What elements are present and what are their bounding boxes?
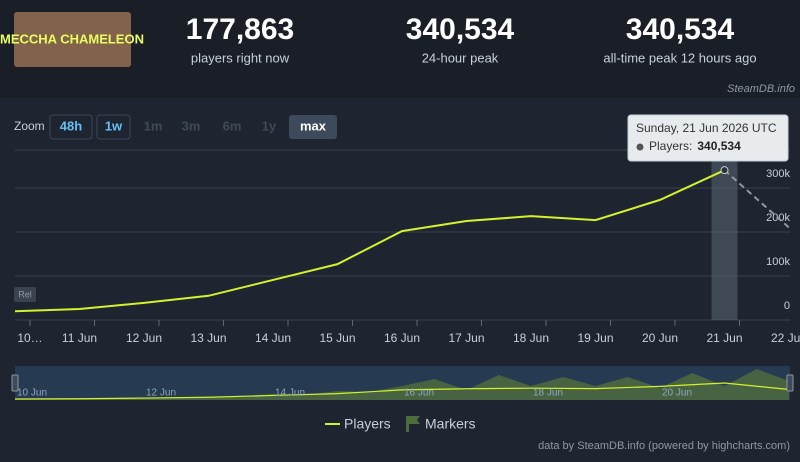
zoom-button[interactable] [49, 114, 93, 140]
navigator-label: 14 Jun [275, 388, 305, 399]
players-line-partial [723, 169, 790, 229]
x-tick-label: 19 Jun [577, 331, 613, 345]
zoom-label: Zoom [14, 119, 45, 133]
stat-value: 177,863 [186, 13, 294, 46]
y-tick-label: 100k [766, 256, 790, 268]
x-tick-label: 22 Jun [771, 331, 800, 345]
markers-area [15, 369, 789, 400]
legend-swatch [406, 416, 420, 432]
stat-value: 340,534 [626, 13, 735, 46]
stat-value: 340,534 [406, 13, 515, 46]
navigator-label: 20 Jun [662, 388, 692, 399]
zoom-button-label[interactable]: 1m [144, 118, 163, 133]
x-tick-label: 16 Jun [384, 331, 420, 345]
x-tick-label: 21 Jun [706, 331, 742, 345]
tooltip-title: Sunday, 21 Jun 2026 UTC [636, 121, 777, 135]
navigator-players-line [14, 382, 790, 400]
stat-label: players right now [191, 50, 290, 65]
x-tick-label: 14 Jun [255, 331, 291, 345]
header-bg [0, 0, 800, 98]
zoom-button-label[interactable]: 3m [182, 118, 201, 133]
x-tick-label: 17 Jun [448, 331, 484, 345]
game-logo [14, 12, 131, 67]
tooltip-value: 340,534 [697, 139, 741, 153]
credits: data by SteamDB.info (powered by highcha… [538, 440, 790, 452]
hover-point [720, 166, 729, 175]
legend-label[interactable]: Markers [425, 416, 476, 432]
navigator-label: 16 Jun [404, 388, 434, 399]
x-tick-label: 18 Jun [513, 331, 549, 345]
tooltip-dot [636, 143, 644, 151]
zoom-button-label[interactable]: 1y [262, 118, 277, 133]
flag-label: Rel [18, 289, 32, 299]
x-tick-label: 13 Jun [190, 331, 226, 345]
navigator-handle[interactable] [11, 374, 19, 392]
y-tick-label: 300k [766, 168, 790, 180]
tooltip-series: Players: [649, 139, 692, 153]
logo-tint [14, 12, 131, 67]
x-tick-label: 11 Jun [62, 331, 97, 345]
zoom-button[interactable] [289, 115, 337, 139]
hover-band [711, 150, 738, 320]
zoom-button[interactable] [96, 114, 131, 140]
source: SteamDB.info [727, 83, 795, 95]
stat-label: 24-hour peak [422, 50, 499, 65]
y-tick-label: 0 [784, 300, 790, 312]
logo-text: MECCHA CHAMELEON [0, 31, 144, 46]
stat-label: all-time peak 12 hours ago [603, 50, 756, 65]
players-line [14, 169, 725, 313]
zoom-button-label[interactable]: 1w [105, 118, 123, 133]
x-tick-label: 15 Jun [319, 331, 355, 345]
flag-box [14, 287, 36, 302]
navigator-label: 12 Jun [146, 388, 176, 399]
navigator-label: 10 Jun [17, 388, 47, 399]
x-tick-label: 20 Jun [642, 331, 678, 345]
navigator-handle[interactable] [786, 374, 794, 392]
navigator-label: 18 Jun [533, 388, 563, 399]
legend-label[interactable]: Players [344, 416, 391, 432]
zoom-button-label[interactable]: 48h [60, 118, 82, 133]
tooltip [627, 114, 789, 162]
zoom-button-label[interactable]: 6m [223, 118, 242, 133]
zoom-button-label[interactable]: max [300, 118, 327, 133]
x-tick-label: 10… [17, 331, 42, 345]
x-tick-label: 12 Jun [126, 331, 162, 345]
